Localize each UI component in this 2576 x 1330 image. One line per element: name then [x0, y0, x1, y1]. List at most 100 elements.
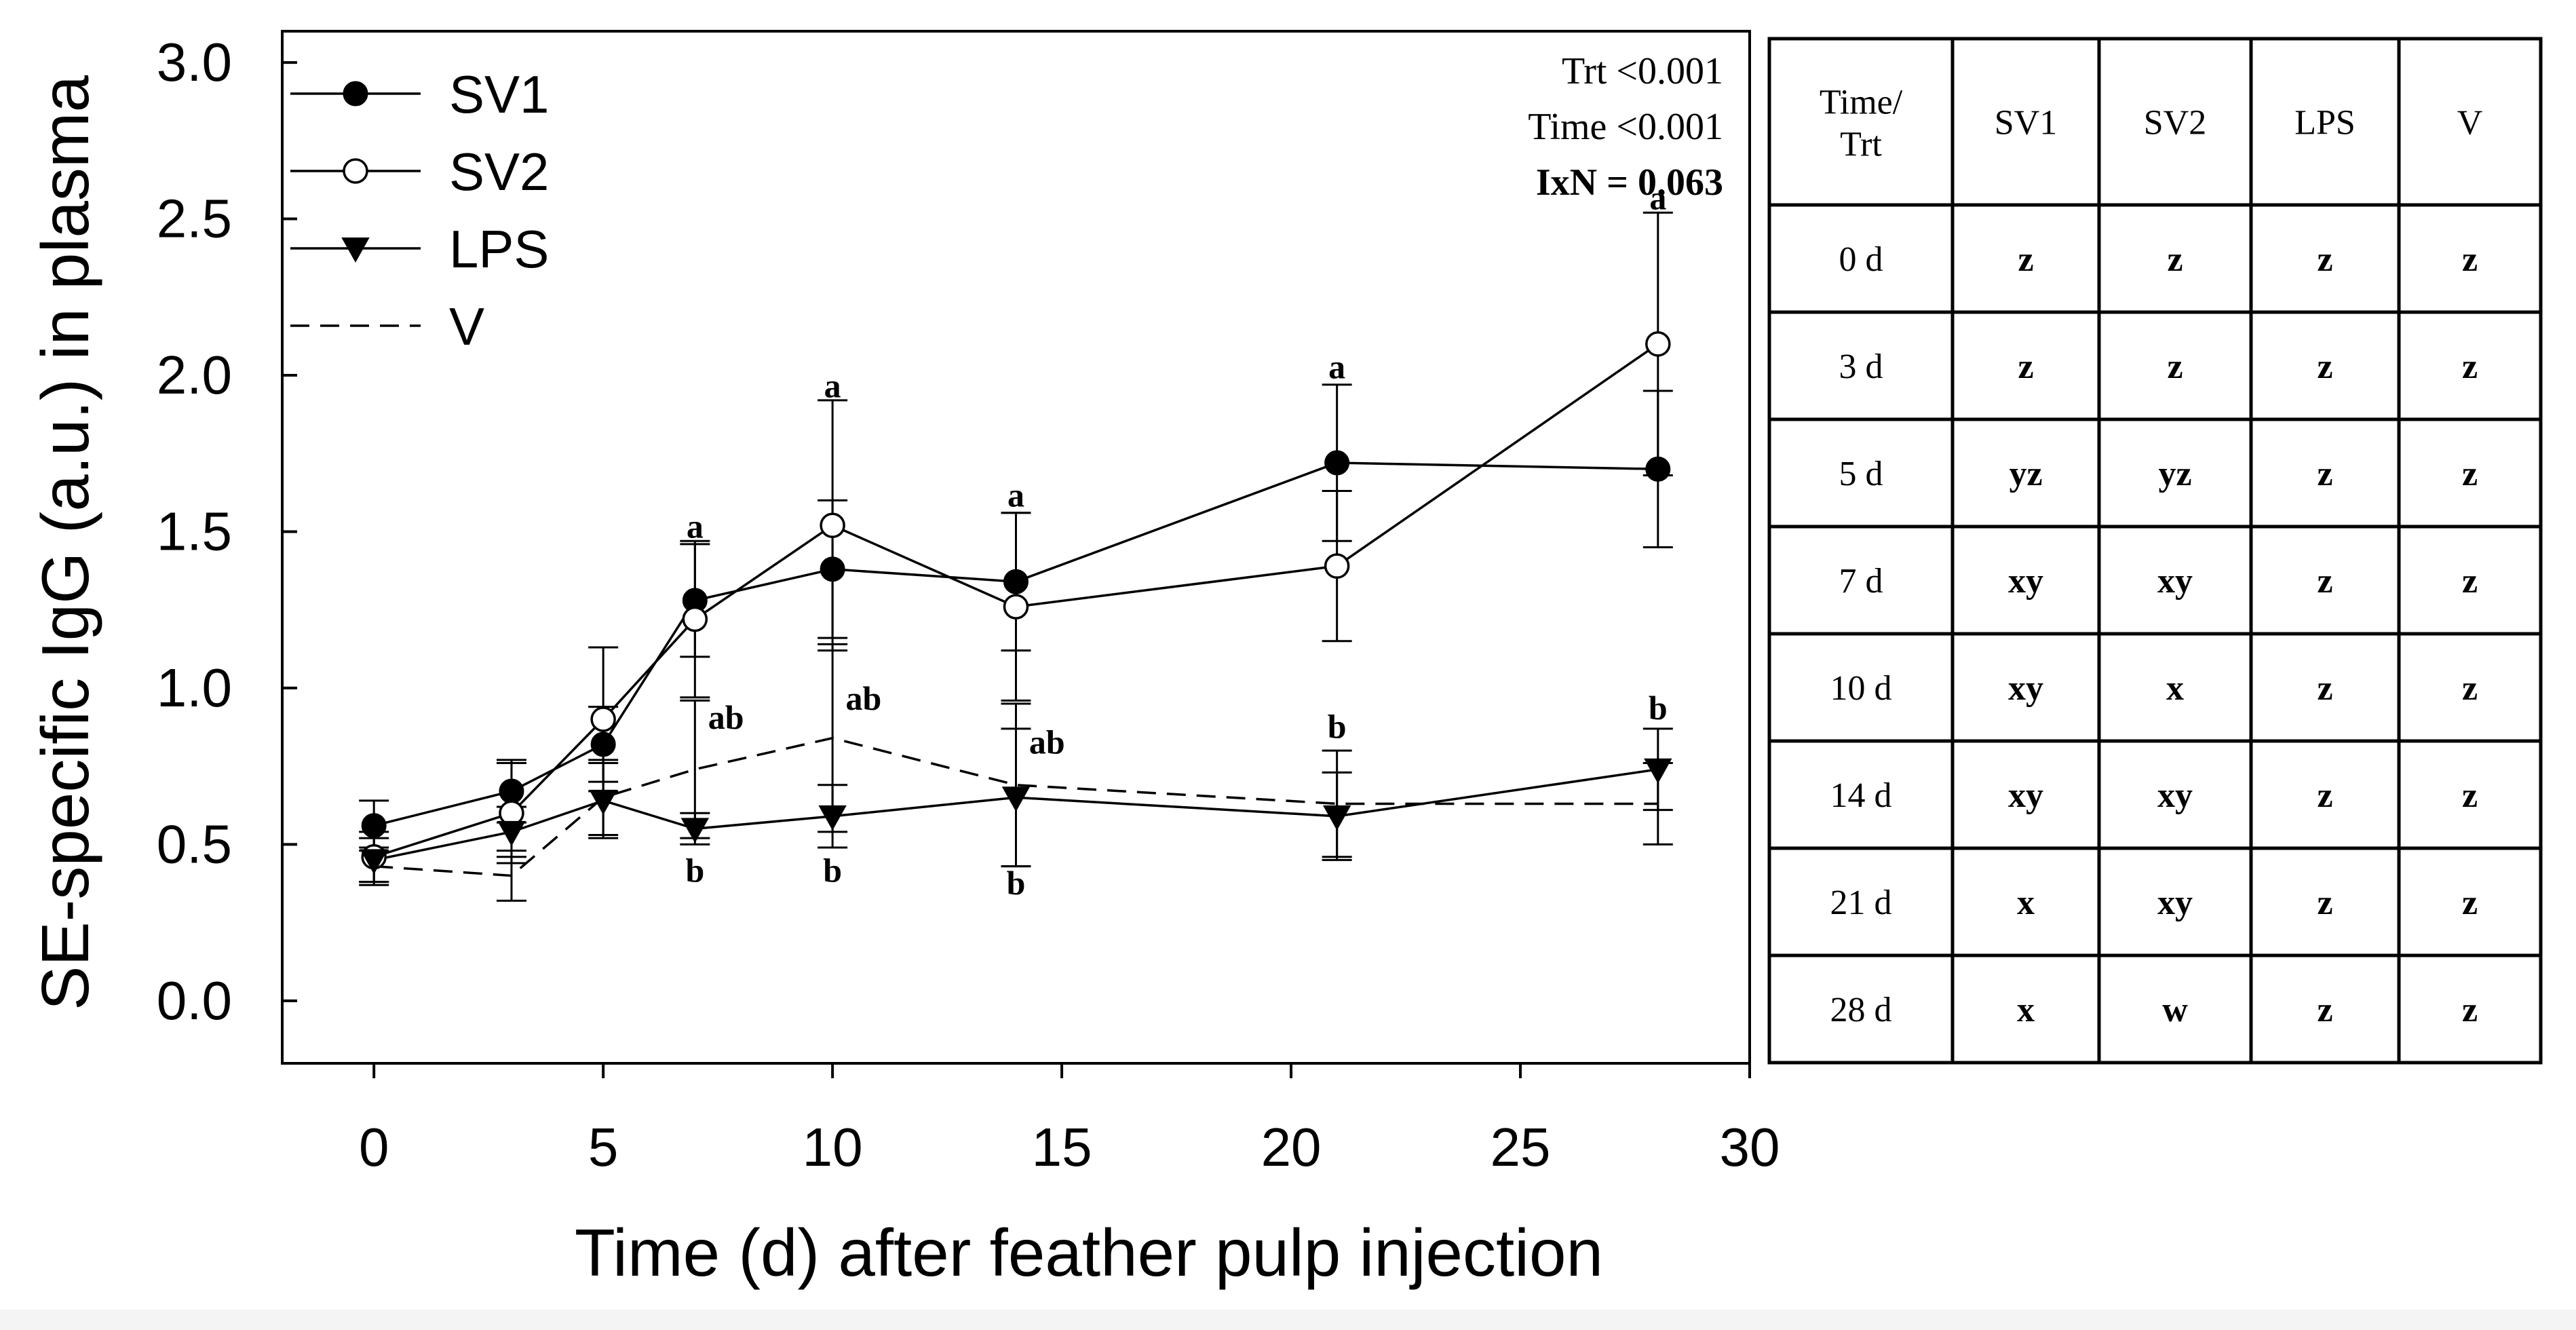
- y-tick-label: 1.0: [157, 658, 232, 718]
- table-value-cell: z: [2167, 347, 2183, 386]
- legend-marker-sv2: [343, 158, 368, 184]
- table-value-cell: yz: [2009, 455, 2042, 493]
- legend-marker-sv1: [343, 81, 368, 107]
- significance-letter: a: [1007, 476, 1024, 514]
- marker-lps: [589, 789, 617, 815]
- y-axis-label: SE-specific IgG (a.u.) in plasma: [28, 75, 102, 1010]
- significance-letter: a: [824, 366, 841, 404]
- series-markers: [360, 331, 1672, 875]
- y-tick-label: 0.5: [157, 814, 232, 874]
- marker-lps: [1644, 758, 1672, 784]
- significance-letter: b: [1007, 864, 1026, 902]
- table-value-cell: x: [2166, 669, 2184, 708]
- stats-time: Time <0.001: [1528, 106, 1723, 148]
- table-value-cell: z: [2317, 669, 2332, 708]
- marker-sv2: [1324, 553, 1350, 579]
- x-tick-label: 15: [1032, 1117, 1092, 1177]
- x-tick-label: 30: [1720, 1117, 1780, 1177]
- series-lines: [373, 343, 1659, 877]
- stats-interaction: IxN = 0.063: [1536, 162, 1723, 204]
- bottom-strip: [0, 1310, 2576, 1330]
- marker-lps: [818, 805, 847, 831]
- plot-frame: [281, 30, 1751, 1065]
- significance-letter: b: [1649, 689, 1668, 727]
- table-value-cell: z: [2167, 240, 2183, 279]
- x-tick-label: 20: [1261, 1117, 1322, 1177]
- table-value-cell: xy: [2008, 669, 2043, 708]
- table-value-cell: yz: [2158, 455, 2191, 493]
- table-value-cell: xy: [2157, 776, 2193, 815]
- table-value-cell: x: [2017, 991, 2035, 1029]
- table-value-cell: z: [2462, 562, 2478, 601]
- table-value-cell: z: [2317, 455, 2332, 493]
- series-line-lps: [373, 768, 1659, 862]
- significance-letter: a: [1328, 348, 1345, 386]
- marker-sv2: [1645, 331, 1671, 357]
- table-value-cell: xy: [2008, 562, 2043, 601]
- stats-trt: Trt <0.001: [1562, 50, 1723, 92]
- table-header-cell: SV1: [1995, 104, 2057, 142]
- significance-letter: ab: [846, 679, 882, 717]
- table-value-cell: x: [2017, 884, 2035, 922]
- table-value-cell: z: [2317, 562, 2332, 601]
- marker-sv1: [361, 813, 387, 839]
- legend-label-lps: LPS: [449, 219, 549, 279]
- table-header-cell: Time/Trt: [1820, 83, 1903, 164]
- legend-label-sv1: SV1: [449, 64, 549, 124]
- table-value-cell: xy: [2008, 776, 2043, 815]
- table-time-cell: 3 d: [1839, 347, 1883, 386]
- x-tick-label: 0: [359, 1117, 389, 1177]
- significance-letter: a: [687, 508, 704, 546]
- marker-lps: [497, 820, 526, 846]
- marker-lps: [680, 818, 710, 843]
- y-tick-label: 3.0: [157, 32, 232, 92]
- significance-letter: b: [1328, 708, 1347, 746]
- table-time-cell: 14 d: [1830, 776, 1892, 815]
- y-tick-label: 1.5: [157, 501, 232, 561]
- table-value-cell: z: [2317, 776, 2332, 815]
- y-axis: 0.0 0.5 1.0 1.5 2.0 2.5 3.0: [157, 32, 297, 1031]
- table-value-cell: xy: [2157, 562, 2193, 601]
- marker-lps: [360, 849, 388, 875]
- table-time-cell: 5 d: [1839, 455, 1883, 493]
- table-value-cell: z: [2018, 347, 2033, 386]
- x-tick-label: 5: [588, 1117, 619, 1177]
- marker-sv1: [499, 778, 524, 804]
- legend: SV1 SV2 LPS V: [290, 64, 549, 356]
- table-time-cell: 28 d: [1830, 991, 1892, 1029]
- marker-sv2: [682, 606, 708, 632]
- table-time-cell: 7 d: [1839, 562, 1883, 601]
- significance-letter: b: [685, 852, 704, 890]
- significance-letter: b: [823, 852, 842, 890]
- table-time-cell: 10 d: [1830, 669, 1892, 708]
- table-value-cell: xy: [2157, 884, 2193, 922]
- marker-lps: [1001, 786, 1031, 812]
- chart: 0.00.51.01.52.02.53.0 0 5 10 15 20 25 30 aabba…: [28, 30, 1780, 1290]
- table-value-cell: z: [2462, 455, 2478, 493]
- table-value-cell: z: [2462, 669, 2478, 708]
- significance-table: Time/Trt SV1 SV2 LPS V 0 d z z z z 3 d z z z z 5 d yz yz z…: [1767, 37, 2543, 1065]
- y-tick-label: 0.0: [157, 970, 232, 1031]
- table-time-cell: 0 d: [1839, 240, 1883, 279]
- error-bars: [359, 211, 1673, 902]
- table-value-cell: w: [2162, 991, 2188, 1029]
- table-value-cell: z: [2462, 884, 2478, 922]
- table-value-cell: z: [2462, 991, 2478, 1029]
- significance-letter: ab: [708, 698, 744, 736]
- marker-sv1: [1324, 450, 1350, 476]
- marker-sv1: [1003, 569, 1029, 594]
- marker-sv1: [820, 556, 845, 582]
- table-header-cell: LPS: [2294, 104, 2356, 142]
- marker-sv2: [820, 512, 845, 538]
- marker-sv2: [590, 706, 616, 732]
- legend-label-v: V: [449, 297, 484, 356]
- stats-block: Trt <0.001 Time <0.001 IxN = 0.063: [1528, 50, 1723, 204]
- marker-sv2: [1003, 594, 1029, 620]
- series-line-v: [374, 736, 1658, 877]
- series-line-sv1: [373, 461, 1658, 827]
- table-frame: [1767, 37, 2543, 1065]
- y-tick-label: 2.5: [157, 189, 232, 249]
- table-header-cell: SV2: [2144, 104, 2206, 142]
